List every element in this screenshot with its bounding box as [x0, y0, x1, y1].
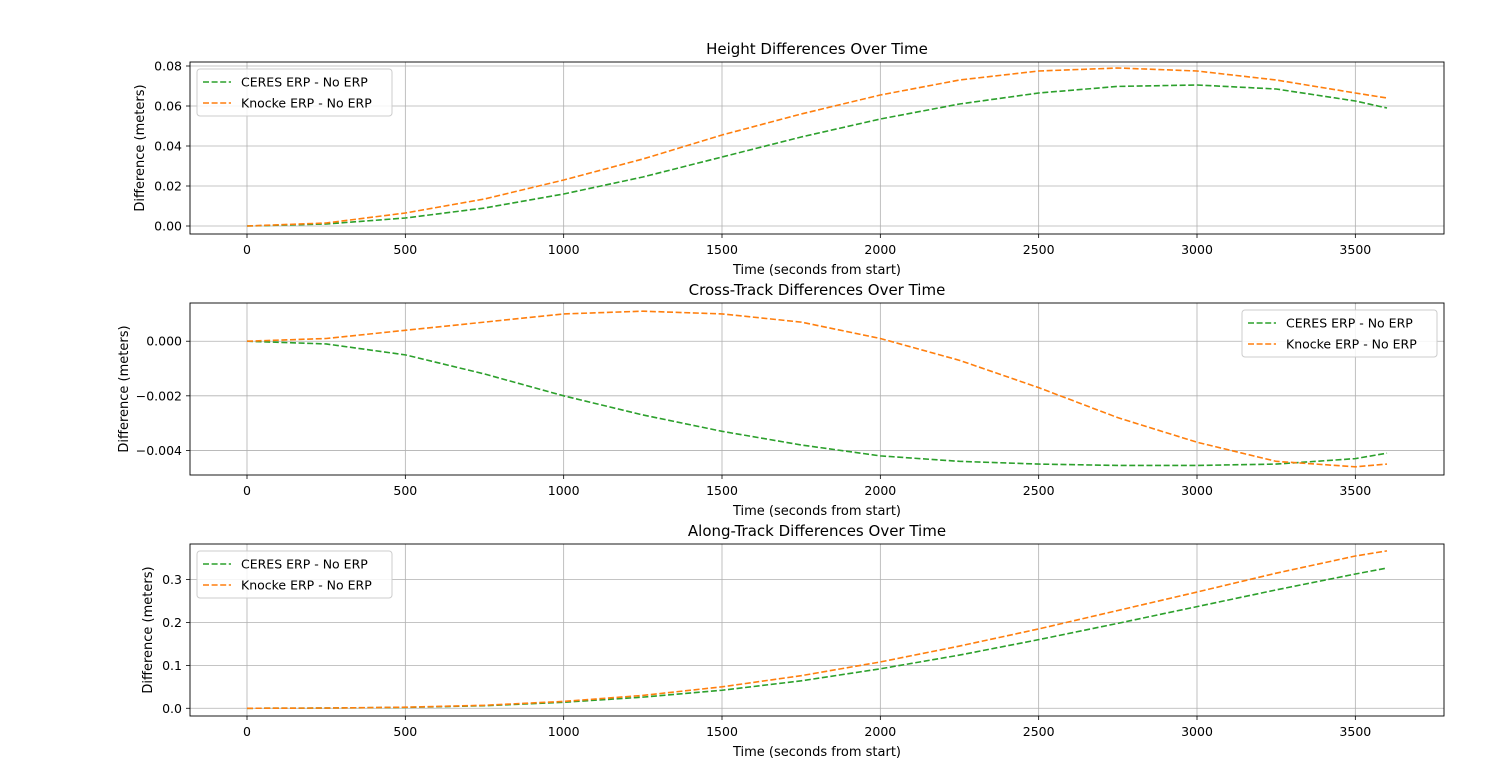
y-tick-label: −0.004: [136, 443, 182, 458]
chart-title: Cross-Track Differences Over Time: [689, 281, 946, 299]
x-tick-label: 3500: [1339, 242, 1371, 257]
x-tick-label: 1000: [548, 483, 580, 498]
series-line-2: [246, 67, 1388, 227]
x-tick-label: 2500: [1023, 724, 1055, 739]
y-tick-label: 0.1: [162, 658, 182, 673]
x-tick-label: 0: [243, 724, 251, 739]
y-axis-label: Difference (meters): [141, 566, 156, 693]
legend-label: CERES ERP - No ERP: [241, 557, 368, 572]
axes-frame: [189, 302, 1445, 476]
axes-frame: [189, 61, 1445, 235]
x-axis-label: Time (seconds from start): [732, 504, 901, 519]
y-tick-label: −0.002: [136, 388, 182, 403]
y-tick-label: 0.08: [154, 59, 182, 74]
x-axis-label: Time (seconds from start): [732, 263, 901, 278]
x-tick-label: 1500: [706, 242, 738, 257]
x-tick-label: 3500: [1339, 483, 1371, 498]
legend: CERES ERP - No ERP Knocke ERP - No ERP: [1241, 309, 1438, 358]
legend-box: [196, 68, 393, 117]
x-tick-label: 0: [243, 242, 251, 257]
legend-label: Knocke ERP - No ERP: [1286, 337, 1417, 352]
chart-title: Height Differences Over Time: [706, 40, 928, 58]
x-tick-label: 3000: [1181, 483, 1213, 498]
x-tick-label: 0: [243, 483, 251, 498]
series-line-1: [246, 567, 1388, 710]
chart-title: Along-Track Differences Over Time: [688, 522, 946, 540]
y-tick-label: 0.2: [162, 615, 182, 630]
y-tick-label: 0.000: [146, 334, 182, 349]
x-tick-label: 1000: [548, 724, 580, 739]
legend-box: [1241, 309, 1438, 358]
legend-label: CERES ERP - No ERP: [1286, 316, 1413, 331]
y-tick-label: 0.04: [154, 139, 182, 154]
series-line-1: [246, 84, 1388, 227]
x-tick-label: 2000: [864, 724, 896, 739]
x-axis-label: Time (seconds from start): [732, 745, 901, 760]
y-axis-label: Difference (meters): [117, 325, 132, 452]
x-tick-label: 500: [393, 724, 417, 739]
series-line-1: [246, 340, 1388, 467]
x-tick-label: 1000: [548, 242, 580, 257]
series-line-2: [246, 310, 1388, 468]
legend-label: CERES ERP - No ERP: [241, 75, 368, 90]
x-tick-label: 2500: [1023, 483, 1055, 498]
y-tick-label: 0.06: [154, 99, 182, 114]
x-tick-label: 3000: [1181, 242, 1213, 257]
x-tick-label: 2500: [1023, 242, 1055, 257]
x-tick-label: 500: [393, 483, 417, 498]
subplot-3: 0 500 1000 1500 2000 2500 3000 3500 0.0 0.1 0.2 0.3…: [141, 522, 1445, 760]
y-axis-label: Difference (meters): [133, 84, 148, 211]
series-line-2: [246, 550, 1388, 710]
x-tick-label: 500: [393, 242, 417, 257]
x-tick-label: 2000: [864, 483, 896, 498]
y-tick-label: 0.0: [162, 701, 182, 716]
legend-box: [196, 550, 393, 599]
x-tick-label: 1500: [706, 483, 738, 498]
x-tick-label: 3000: [1181, 724, 1213, 739]
legend: CERES ERP - No ERP Knocke ERP - No ERP: [196, 68, 393, 117]
legend-label: Knocke ERP - No ERP: [241, 96, 372, 111]
x-tick-label: 3500: [1339, 724, 1371, 739]
subplot-1: 0 500 1000 1500 2000 2500 3000 3500 0.00 0.02 0.04…: [133, 40, 1445, 278]
axes-frame: [189, 543, 1445, 717]
y-tick-label: 0.00: [154, 219, 182, 234]
legend-label: Knocke ERP - No ERP: [241, 578, 372, 593]
legend: CERES ERP - No ERP Knocke ERP - No ERP: [196, 550, 393, 599]
y-tick-label: 0.3: [162, 572, 182, 587]
subplot-2: 0 500 1000 1500 2000 2500 3000 3500 −0.004 −0.002…: [117, 281, 1445, 519]
x-tick-label: 1500: [706, 724, 738, 739]
y-tick-label: 0.02: [154, 179, 182, 194]
x-tick-label: 2000: [864, 242, 896, 257]
